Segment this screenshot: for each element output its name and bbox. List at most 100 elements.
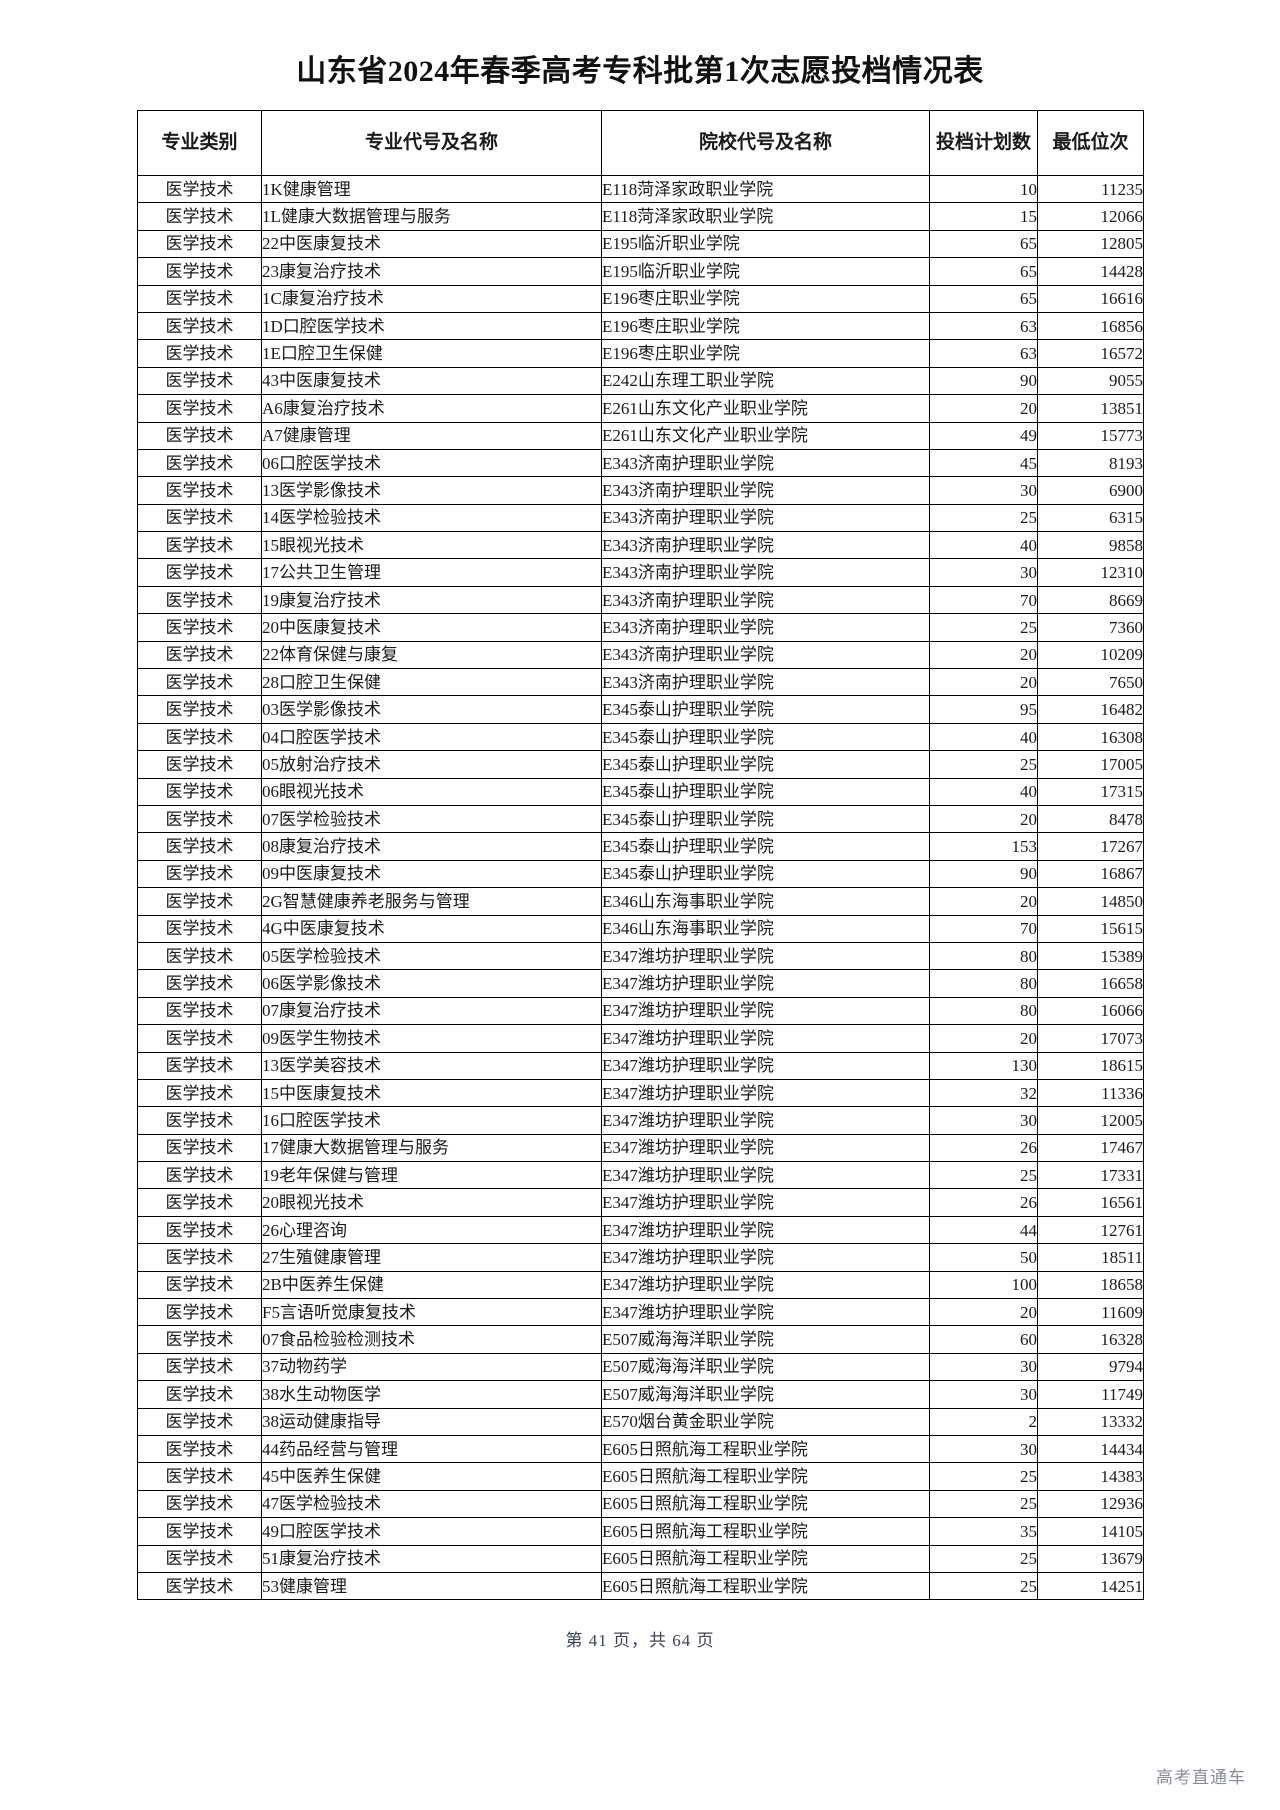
cell-plan: 32 (929, 1078, 1038, 1108)
cell-major: 20中医康复技术 (261, 613, 602, 642)
cell-category: 医学技术 (137, 1133, 262, 1163)
cell-category: 医学技术 (137, 859, 262, 889)
cell-school: E261山东文化产业职业学院 (601, 394, 930, 423)
cell-rank: 6900 (1037, 476, 1144, 505)
cell-plan: 26 (929, 1188, 1038, 1217)
cell-rank: 16066 (1037, 996, 1144, 1026)
table-row: 医学技术 04口腔医学技术 E345泰山护理职业学院 40 16308 (137, 722, 1144, 752)
cell-category: 医学技术 (137, 531, 262, 560)
cell-plan: 65 (929, 284, 1038, 313)
cell-rank: 16561 (1037, 1188, 1144, 1217)
cell-rank: 14105 (1037, 1517, 1144, 1546)
table-row: 医学技术 F5言语听觉康复技术 E347潍坊护理职业学院 20 11609 (137, 1298, 1144, 1327)
cell-category: 医学技术 (137, 1270, 262, 1300)
table-row: 医学技术 15中医康复技术 E347潍坊护理职业学院 32 11336 (137, 1078, 1144, 1108)
cell-major: 45中医养生保健 (261, 1462, 602, 1491)
cell-school: E605日照航海工程职业学院 (601, 1434, 930, 1464)
cell-category: 医学技术 (137, 1325, 262, 1354)
cell-category: 医学技术 (137, 777, 262, 806)
cell-school: E347潍坊护理职业学院 (601, 1133, 930, 1163)
table-body: 医学技术 1K健康管理 E118菏泽家政职业学院 10 11235 医学技术 1L健康大数据… (137, 174, 1144, 1601)
cell-category: 医学技术 (137, 914, 262, 943)
cell-plan: 90 (929, 366, 1038, 396)
table-row: 医学技术 38运动健康指导 E570烟台黄金职业学院 2 13332 (137, 1407, 1144, 1436)
cell-major: 06医学影像技术 (261, 969, 602, 998)
cell-plan: 40 (929, 531, 1038, 560)
cell-rank: 17331 (1037, 1161, 1144, 1190)
cell-plan: 80 (929, 941, 1038, 971)
cell-rank: 16572 (1037, 339, 1144, 368)
cell-school: E507威海海洋职业学院 (601, 1325, 930, 1354)
cell-category: 医学技术 (137, 1024, 262, 1053)
cell-major: 08康复治疗技术 (261, 832, 602, 861)
table-row: 医学技术 44药品经营与管理 E605日照航海工程职业学院 30 14434 (137, 1434, 1144, 1464)
cell-major: 15眼视光技术 (261, 531, 602, 560)
table-row: 医学技术 37动物药学 E507威海海洋职业学院 30 9794 (137, 1352, 1144, 1382)
cell-major: 1L健康大数据管理与服务 (261, 202, 602, 231)
table-row: 医学技术 13医学影像技术 E343济南护理职业学院 30 6900 (137, 476, 1144, 505)
cell-rank: 17315 (1037, 777, 1144, 806)
cell-rank: 12066 (1037, 202, 1144, 231)
cell-school: E345泰山护理职业学院 (601, 750, 930, 779)
cell-rank: 6315 (1037, 503, 1144, 533)
cell-category: 医学技术 (137, 421, 262, 450)
cell-plan: 20 (929, 394, 1038, 423)
cell-major: A6康复治疗技术 (261, 394, 602, 423)
cell-rank: 15389 (1037, 941, 1144, 971)
column-header-plan: 投档计划数 (929, 110, 1038, 176)
header-row: 专业类别 专业代号及名称 院校代号及名称 投档计划数 最低位次 (137, 110, 1144, 176)
cell-school: E347潍坊护理职业学院 (601, 1106, 930, 1135)
cell-category: 医学技术 (137, 1161, 262, 1190)
cell-category: 医学技术 (137, 257, 262, 286)
cell-rank: 12005 (1037, 1106, 1144, 1135)
cell-rank: 13851 (1037, 394, 1144, 423)
cell-school: E118菏泽家政职业学院 (601, 174, 930, 204)
cell-category: 医学技术 (137, 339, 262, 368)
cell-rank: 16867 (1037, 859, 1144, 889)
cell-major: 13医学影像技术 (261, 476, 602, 505)
cell-major: 26心理咨询 (261, 1215, 602, 1245)
cell-plan: 25 (929, 750, 1038, 779)
cell-category: 医学技术 (137, 750, 262, 779)
cell-rank: 16856 (1037, 311, 1144, 341)
cell-plan: 25 (929, 1544, 1038, 1573)
cell-plan: 130 (929, 1051, 1038, 1080)
cell-rank: 14434 (1037, 1434, 1144, 1464)
cell-school: E347潍坊护理职业学院 (601, 969, 930, 998)
cell-category: 医学技术 (137, 640, 262, 670)
cell-major: 17公共卫生管理 (261, 558, 602, 587)
table-row: 医学技术 22体育保健与康复 E343济南护理职业学院 20 10209 (137, 640, 1144, 670)
cell-rank: 16658 (1037, 969, 1144, 998)
cell-plan: 80 (929, 969, 1038, 998)
cell-category: 医学技术 (137, 722, 262, 752)
cell-school: E347潍坊护理职业学院 (601, 1024, 930, 1053)
cell-major: 03医学影像技术 (261, 695, 602, 724)
cell-plan: 65 (929, 229, 1038, 259)
cell-plan: 40 (929, 722, 1038, 752)
cell-major: 14医学检验技术 (261, 503, 602, 533)
table-row: 医学技术 53健康管理 E605日照航海工程职业学院 25 14251 (137, 1571, 1144, 1601)
cell-major: 20眼视光技术 (261, 1188, 602, 1217)
cell-plan: 80 (929, 996, 1038, 1026)
cell-major: 05医学检验技术 (261, 941, 602, 971)
cell-rank: 8669 (1037, 585, 1144, 615)
cell-plan: 70 (929, 585, 1038, 615)
cell-school: E345泰山护理职业学院 (601, 777, 930, 806)
table-row: 医学技术 45中医养生保健 E605日照航海工程职业学院 25 14383 (137, 1462, 1144, 1491)
cell-rank: 12936 (1037, 1489, 1144, 1519)
table-row: 医学技术 07医学检验技术 E345泰山护理职业学院 20 8478 (137, 804, 1144, 834)
table-row: 医学技术 16口腔医学技术 E347潍坊护理职业学院 30 12005 (137, 1106, 1144, 1135)
cell-category: 医学技术 (137, 366, 262, 396)
cell-rank: 11235 (1037, 174, 1144, 204)
cell-category: 医学技术 (137, 1298, 262, 1327)
cell-school: E570烟台黄金职业学院 (601, 1407, 930, 1436)
cell-rank: 9794 (1037, 1352, 1144, 1382)
cell-major: 16口腔医学技术 (261, 1106, 602, 1135)
cell-school: E345泰山护理职业学院 (601, 695, 930, 724)
column-header-school: 院校代号及名称 (601, 110, 930, 176)
cell-plan: 60 (929, 1325, 1038, 1354)
table-row: 医学技术 05医学检验技术 E347潍坊护理职业学院 80 15389 (137, 941, 1144, 971)
cell-rank: 14383 (1037, 1462, 1144, 1491)
watermark: 高考直通车 (1156, 1768, 1246, 1787)
cell-rank: 7650 (1037, 668, 1144, 697)
